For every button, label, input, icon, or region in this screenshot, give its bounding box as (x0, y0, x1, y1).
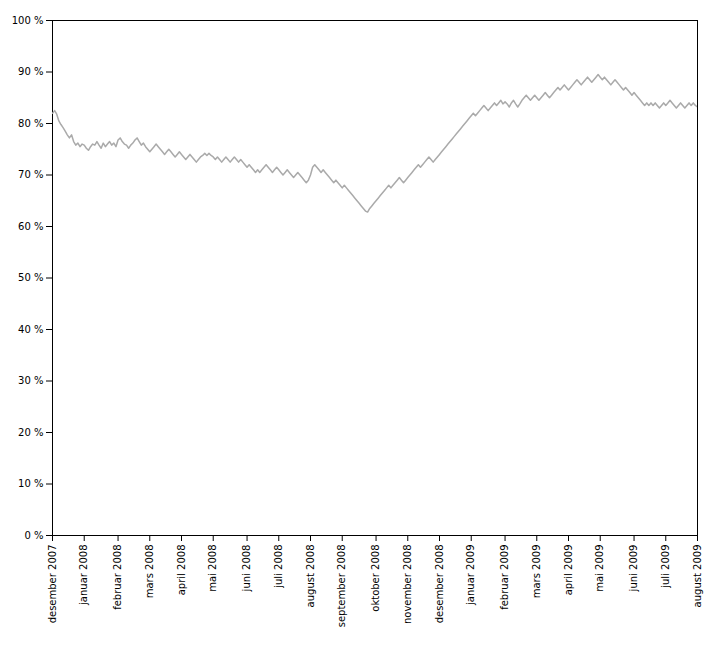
svg-text:30 %: 30 % (18, 375, 43, 386)
svg-text:70 %: 70 % (18, 169, 43, 180)
svg-text:40 %: 40 % (18, 324, 43, 335)
svg-text:80 %: 80 % (18, 118, 43, 129)
svg-text:november 2008: november 2008 (402, 545, 413, 625)
svg-text:april 2008: april 2008 (176, 545, 187, 596)
svg-text:mars 2009: mars 2009 (531, 545, 542, 599)
svg-text:desember 2007: desember 2007 (47, 545, 58, 624)
svg-text:juni 2009: juni 2009 (628, 545, 639, 593)
svg-text:januar 2008: januar 2008 (78, 545, 89, 606)
svg-text:juli 2009: juli 2009 (660, 545, 671, 589)
svg-text:mars 2008: mars 2008 (144, 545, 155, 599)
svg-text:august 2008: august 2008 (305, 545, 316, 608)
svg-text:oktober 2008: oktober 2008 (370, 545, 381, 612)
svg-text:februar 2009: februar 2009 (499, 545, 510, 610)
svg-text:juli 2008: juli 2008 (273, 545, 284, 589)
svg-text:60 %: 60 % (18, 221, 43, 232)
svg-text:mai 2009: mai 2009 (594, 545, 605, 592)
svg-text:0 %: 0 % (24, 530, 43, 541)
svg-text:20 %: 20 % (18, 427, 43, 438)
svg-text:90 %: 90 % (18, 66, 43, 77)
svg-text:januar 2009: januar 2009 (465, 545, 476, 606)
svg-text:februar 2008: februar 2008 (112, 545, 123, 610)
svg-text:august 2009: august 2009 (692, 545, 703, 608)
svg-text:juni 2008: juni 2008 (241, 545, 252, 593)
svg-text:mai 2008: mai 2008 (207, 545, 218, 592)
svg-text:50 %: 50 % (18, 272, 43, 283)
svg-text:april 2009: april 2009 (563, 545, 574, 596)
svg-text:10 %: 10 % (18, 478, 43, 489)
svg-text:september 2008: september 2008 (336, 545, 347, 628)
svg-text:desember 2008: desember 2008 (434, 545, 445, 624)
svg-text:100 %: 100 % (12, 15, 44, 26)
